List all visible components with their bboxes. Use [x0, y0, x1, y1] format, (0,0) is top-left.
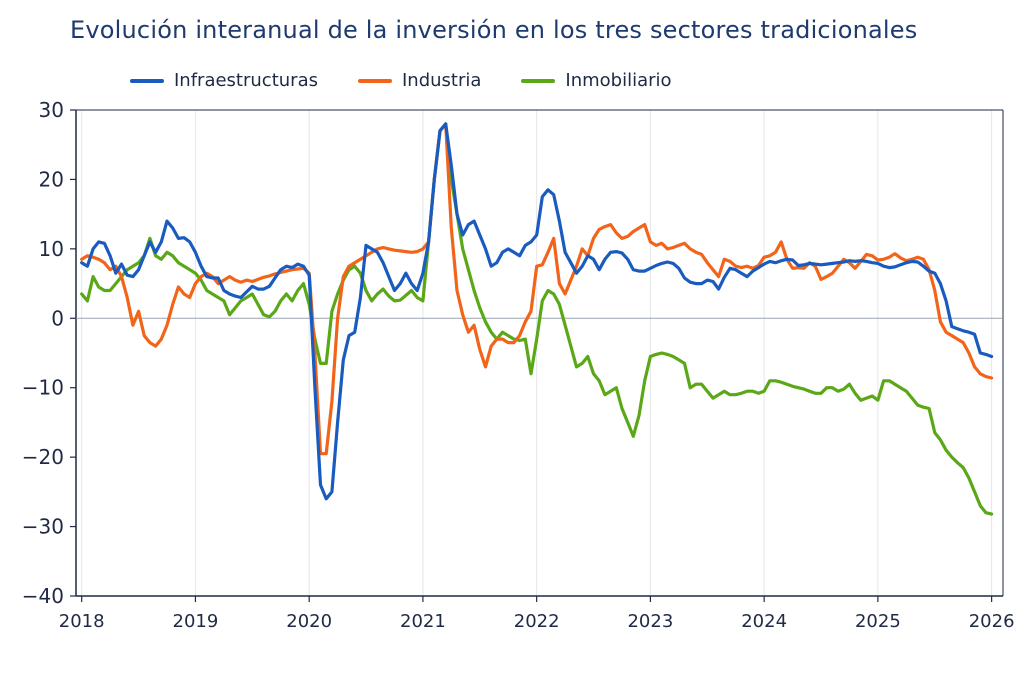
y-tick-label: 0	[51, 306, 64, 330]
series-line-inmobiliario	[80, 122, 994, 516]
x-tick-label: 2025	[855, 611, 901, 632]
x-tick-label: 2018	[59, 611, 105, 632]
y-tick-label: 30	[39, 98, 64, 122]
x-tick-label: 2024	[741, 611, 787, 632]
legend-label-industria: Industria	[401, 70, 482, 91]
x-tick-label: 2021	[400, 611, 446, 632]
legend: Infraestructuras Industria Inmobiliario	[130, 70, 672, 91]
x-tick-label: 2020	[286, 611, 332, 632]
y-tick-label: −20	[22, 445, 64, 469]
x-tick-label: 2023	[627, 611, 673, 632]
x-tick-label: 2022	[514, 611, 560, 632]
y-tick-label: 10	[39, 237, 64, 261]
series-line-infraestructuras	[80, 122, 994, 501]
legend-label-inmobiliario: Inmobiliario	[565, 70, 672, 91]
chart-title: Evolución interanual de la inversión en …	[70, 16, 918, 44]
y-tick-label: −40	[22, 584, 64, 608]
y-tick-label: 20	[39, 167, 64, 191]
legend-item-infraestructuras: Infraestructuras	[130, 70, 318, 91]
legend-swatch-inmobiliario	[521, 78, 556, 83]
y-tick-label: −10	[22, 376, 64, 400]
legend-label-infraestructuras: Infraestructuras	[174, 70, 318, 91]
legend-swatch-industria	[357, 78, 392, 83]
x-tick-label: 2026	[969, 611, 1015, 632]
legend-item-industria: Industria	[357, 70, 482, 91]
y-tick-label: −30	[22, 515, 64, 539]
legend-swatch-infraestructuras	[130, 78, 164, 83]
legend-item-inmobiliario: Inmobiliario	[521, 70, 672, 91]
x-tick-label: 2019	[173, 611, 219, 632]
